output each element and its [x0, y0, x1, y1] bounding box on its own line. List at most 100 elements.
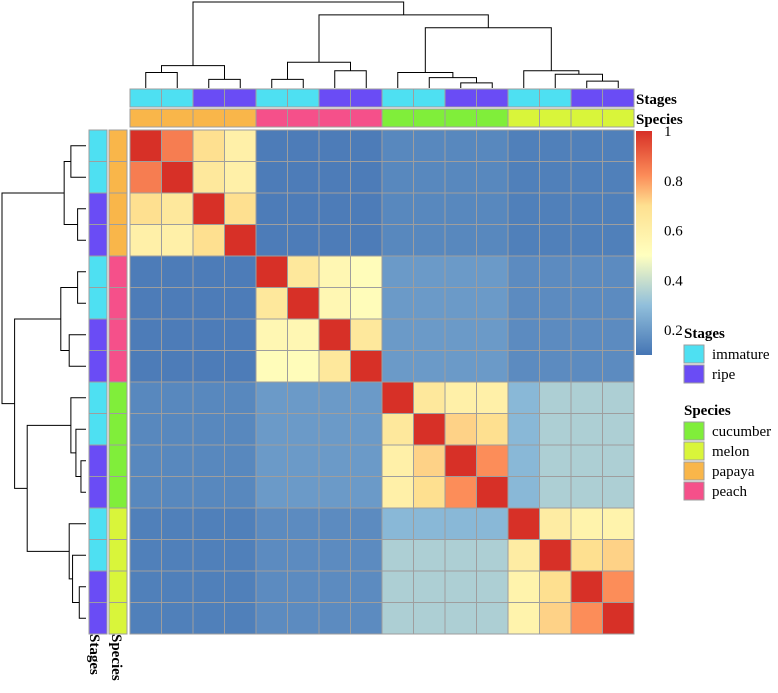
heatmap-cell: [444, 224, 477, 257]
heatmap-cell: [602, 192, 635, 225]
heatmap-cell: [444, 287, 477, 320]
legend-stages: Stages immature ripe: [683, 326, 770, 384]
heatmap-cell: [413, 602, 446, 635]
heatmap-cell: [570, 381, 603, 414]
heatmap-cell: [413, 255, 446, 288]
heatmap-cell: [161, 192, 194, 225]
row-stage-annotation: [88, 570, 108, 603]
heatmap-cell: [381, 381, 414, 414]
col-dendrogram-branch: [271, 78, 304, 88]
col-species-annotation: [192, 108, 225, 128]
row-stage-annotation: [88, 507, 108, 540]
heatmap-cell: [476, 602, 509, 635]
col-dendrogram-branch: [397, 72, 454, 88]
legend-label-immature: immature: [712, 347, 770, 363]
heatmap-cell: [318, 444, 351, 477]
heatmap-cell: [444, 381, 477, 414]
heatmap-cell: [602, 350, 635, 383]
row-annotation-label-species: Species: [108, 634, 124, 681]
heatmap-cell: [161, 602, 194, 635]
heatmap-cell: [161, 255, 194, 288]
heatmap-cell: [129, 602, 162, 635]
heatmap-cell: [444, 570, 477, 603]
col-stage-annotation: [602, 88, 635, 108]
heatmap-cell: [602, 129, 635, 162]
color-scale-tick-label: 0.8: [664, 174, 683, 190]
heatmap-cell: [129, 413, 162, 446]
heatmap-cell: [507, 224, 540, 257]
col-stage-annotation: [129, 88, 162, 108]
heatmap-cell: [507, 161, 540, 194]
heatmap-cell: [224, 602, 257, 635]
heatmap-cell: [287, 507, 320, 540]
heatmap-cell: [129, 381, 162, 414]
heatmap-cell: [129, 287, 162, 320]
col-stage-annotation: [444, 88, 477, 108]
col-species-annotation: [255, 108, 288, 128]
row-species-annotation: [108, 224, 128, 257]
heatmap-cell: [444, 350, 477, 383]
heatmap-cell: [255, 602, 288, 635]
heatmap-cell: [507, 602, 540, 635]
heatmap-cell: [255, 161, 288, 194]
row-dendrogram-branch: [78, 586, 86, 619]
heatmap-cell: [381, 255, 414, 288]
col-stage-annotation: [381, 88, 414, 108]
heatmap-cell: [287, 129, 320, 162]
heatmap-cell: [224, 444, 257, 477]
heatmap-cell: [287, 539, 320, 572]
row-stage-annotation: [88, 381, 108, 414]
col-stage-annotation: [350, 88, 383, 108]
heatmap-cell: [192, 255, 225, 288]
heatmap-cell: [413, 381, 446, 414]
heatmap-cell: [287, 476, 320, 509]
heatmap-cell: [539, 570, 572, 603]
heatmap-cell: [255, 129, 288, 162]
heatmap-cell: [129, 507, 162, 540]
legend-swatch-ripe: [683, 364, 705, 384]
heatmap-cell: [161, 224, 194, 257]
col-species-annotation: [161, 108, 194, 128]
row-stage-annotation: [88, 602, 108, 635]
heatmap-cell: [413, 287, 446, 320]
heatmap-cell: [129, 444, 162, 477]
col-stage-annotation: [287, 88, 320, 108]
row-stage-annotation: [88, 224, 108, 257]
heatmap-cell: [507, 444, 540, 477]
heatmap-cell: [350, 570, 383, 603]
heatmap-cell: [570, 129, 603, 162]
row-species-annotation: [108, 444, 128, 477]
heatmap-cell: [224, 413, 257, 446]
heatmap-cell: [318, 413, 351, 446]
heatmap-cell: [161, 570, 194, 603]
col-stage-annotation: [507, 88, 540, 108]
heatmap-cell: [161, 381, 194, 414]
heatmap-cell: [287, 224, 320, 257]
heatmap-cell: [161, 161, 194, 194]
heatmap-cell: [318, 602, 351, 635]
heatmap-cell: [129, 539, 162, 572]
heatmap-cell: [381, 318, 414, 351]
heatmap-cell: [507, 413, 540, 446]
heatmap-cell: [381, 287, 414, 320]
legend-swatch-melon: [683, 441, 705, 461]
col-annotation-label-stages: Stages: [636, 92, 677, 108]
col-stage-annotation: [318, 88, 351, 108]
heatmap-cell: [539, 161, 572, 194]
heatmap-cell: [287, 602, 320, 635]
heatmap-cell: [570, 539, 603, 572]
heatmap-cell: [381, 192, 414, 225]
heatmap-cell: [602, 539, 635, 572]
heatmap-cell: [539, 507, 572, 540]
heatmap-cell: [161, 444, 194, 477]
col-species-annotation: [413, 108, 446, 128]
heatmap-cell: [507, 318, 540, 351]
heatmap-cell: [413, 350, 446, 383]
heatmap-cell: [602, 287, 635, 320]
heatmap-cell: [539, 413, 572, 446]
legend-stages-title: Stages: [684, 326, 725, 342]
color-scale-tick-label: 0.4: [664, 273, 683, 289]
heatmap-cell: [255, 539, 288, 572]
color-scale-tick-label: 0.2: [664, 323, 683, 339]
heatmap-cell: [161, 350, 194, 383]
